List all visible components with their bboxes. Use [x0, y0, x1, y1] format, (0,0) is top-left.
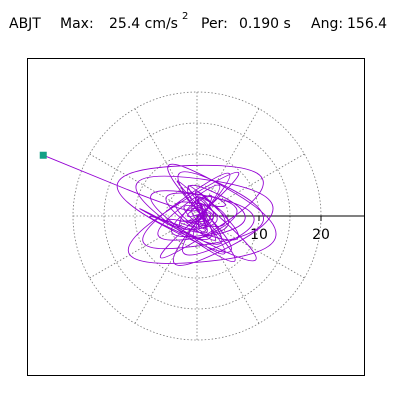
station-code: ABJT [9, 16, 41, 32]
header: ABJT Max: 25.4 cm/s 2 Per: 0.190 s Ang: … [9, 11, 387, 38]
radial-tick-label: 10 [250, 227, 268, 243]
max-value: 25.4 cm/s [109, 16, 178, 32]
end-marker [39, 151, 47, 159]
max-unit-exponent: 2 [182, 11, 189, 22]
plot-frame [27, 58, 365, 376]
angle-value: 156.4 [347, 16, 388, 32]
max-label: Max: [60, 16, 94, 32]
grid-spoke [196, 153, 305, 217]
period-value: 0.190 s [239, 16, 291, 32]
angle-label: Ang: [311, 16, 344, 32]
trace-line [43, 154, 277, 266]
radial-tick-label: 20 [312, 227, 330, 243]
trace-series [43, 154, 277, 266]
grid-spoke [89, 153, 198, 217]
end-marker-layer [39, 151, 47, 159]
period-label: Per: [201, 16, 228, 32]
